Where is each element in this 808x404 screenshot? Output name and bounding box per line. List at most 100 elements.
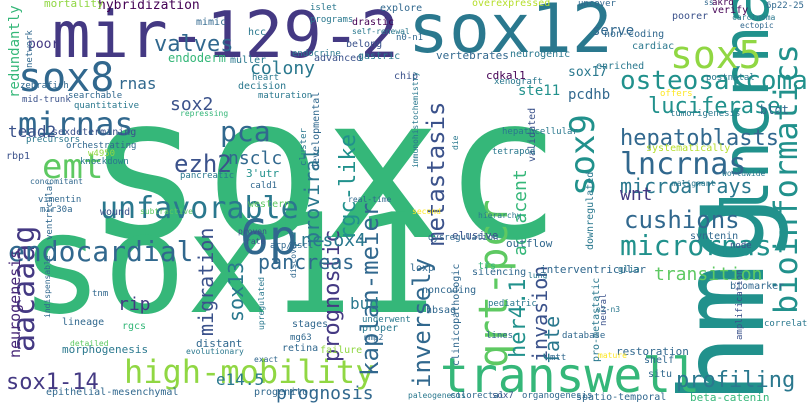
word: transition — [654, 264, 763, 285]
word: zebrafish — [20, 81, 69, 91]
word: bioinformatics — [767, 44, 805, 314]
word: repressing — [180, 109, 229, 118]
word: unfavorable — [100, 191, 299, 226]
word: syntenin — [690, 231, 739, 242]
word: drastic — [352, 17, 395, 28]
word: noncoding — [422, 285, 477, 296]
word: ss — [704, 0, 714, 7]
word: cald1 — [250, 181, 278, 191]
word: subtractive — [140, 207, 193, 216]
word: proven — [238, 227, 267, 236]
word: rnas — [118, 74, 157, 93]
word: biomarker — [730, 281, 785, 292]
word: migration — [194, 227, 218, 336]
word: n0-n1 — [396, 33, 424, 43]
word: proper — [362, 323, 399, 334]
word: wnt — [620, 184, 653, 205]
word: w4950 — [88, 149, 116, 159]
word: detailed — [70, 339, 109, 348]
word: lines — [486, 331, 514, 341]
word: mmp2 — [364, 333, 384, 342]
word: paleogenesis — [408, 391, 466, 400]
word: mirnas — [18, 105, 134, 143]
word: offers — [660, 89, 693, 99]
word: correlated — [764, 319, 808, 329]
word: micrornas — [620, 229, 772, 262]
word: beta-catenin — [690, 391, 770, 404]
word: rgc-like — [336, 134, 361, 240]
word: advanced — [314, 53, 363, 64]
word: mir-129-2 — [52, 0, 399, 73]
word: pancreas — [258, 250, 355, 274]
word: worldwide — [722, 169, 766, 178]
word: lineage — [62, 317, 105, 328]
word: sox13 — [224, 261, 248, 322]
word: glia — [618, 265, 640, 275]
word: real-time — [348, 195, 392, 204]
word: immunohistochemistry — [411, 71, 420, 168]
word: underwent — [362, 315, 411, 325]
word: spatio-temporal — [576, 392, 667, 403]
word: ste11 — [518, 83, 561, 99]
word: systematically — [646, 143, 731, 154]
word: sexdetermining — [52, 127, 137, 138]
word: node — [730, 241, 752, 251]
word: self-renewal — [352, 27, 410, 36]
word: n2-n3 — [596, 305, 621, 314]
word: failure — [320, 345, 363, 356]
word: muller — [230, 55, 267, 66]
word: interventricular — [540, 263, 646, 276]
word: neurogenesis — [6, 249, 24, 358]
word: ventricular — [45, 180, 55, 240]
word: blot — [760, 103, 789, 117]
word: endocardial — [8, 235, 194, 268]
word: gastric — [358, 51, 401, 62]
word: colony — [250, 58, 316, 79]
word: belong — [346, 39, 383, 50]
word: upregulated — [257, 277, 266, 330]
word: pcdhb — [568, 87, 611, 103]
word: arp/ascl — [270, 241, 314, 251]
word: luciferase — [648, 94, 781, 119]
word: amplification — [735, 269, 745, 340]
word: elusive — [452, 229, 499, 242]
word: e14.5 — [216, 370, 265, 389]
word: sox8 — [18, 55, 115, 101]
word: quantitative — [74, 101, 140, 111]
word: epithelial-mesenchymal — [46, 387, 179, 398]
word: die — [451, 135, 460, 150]
word: cushions — [624, 206, 740, 234]
word: nsclc — [228, 148, 283, 169]
word: cardiac — [632, 41, 675, 52]
word: cluster — [299, 128, 309, 166]
word: searchable — [68, 91, 123, 101]
word: transwell — [440, 348, 701, 404]
word: islet — [310, 3, 338, 13]
word: stages — [292, 319, 329, 330]
word: decision — [238, 81, 287, 92]
word: situ — [648, 369, 673, 380]
word: rip — [118, 294, 151, 315]
word: sox5 — [670, 33, 762, 77]
word: sox1-14 — [6, 370, 99, 395]
word: sox7 — [492, 391, 514, 401]
word: rate — [246, 237, 266, 246]
word: precursors — [26, 135, 81, 145]
word: tfs — [478, 261, 497, 272]
word: cdkal1 — [486, 69, 526, 82]
word: sox2 — [170, 94, 214, 115]
word: second — [412, 207, 441, 216]
word: retina — [282, 343, 319, 354]
word: postnatal — [706, 73, 755, 83]
word: vimentin — [38, 195, 82, 205]
word: distant — [196, 337, 243, 350]
word: lung — [528, 271, 548, 280]
word: 6p — [240, 210, 298, 266]
word: enriched — [596, 61, 645, 72]
word: morphogenesis — [62, 343, 149, 356]
word: ectopic — [740, 21, 774, 30]
word: sox11 — [20, 184, 436, 345]
word: rbp1 — [6, 151, 31, 162]
word: discover — [289, 239, 298, 278]
word: serve — [592, 23, 635, 39]
